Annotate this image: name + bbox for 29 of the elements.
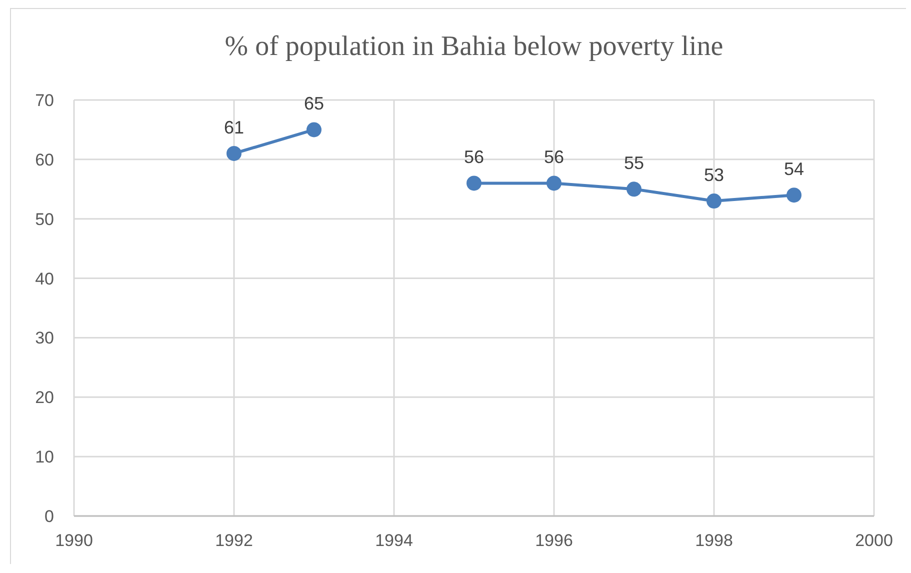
point <box>306 122 322 138</box>
data-label: 55 <box>624 153 644 174</box>
x-tick-label: 1990 <box>55 531 93 550</box>
y-tick-label: 60 <box>35 150 54 170</box>
x-tick-label: 1998 <box>695 531 733 550</box>
data-label: 65 <box>304 94 324 114</box>
x-tick-label: 1992 <box>215 531 253 550</box>
y-tick-label: 0 <box>44 507 54 526</box>
data-label: 56 <box>464 147 484 168</box>
point <box>626 182 642 197</box>
y-tick-label: 50 <box>35 210 54 229</box>
point <box>706 194 722 209</box>
y-tick-label: 10 <box>35 448 54 467</box>
y-tick-label: 70 <box>35 91 54 110</box>
x-tick-label: 1996 <box>535 531 573 550</box>
data-label: 53 <box>704 165 724 186</box>
y-tick-label: 30 <box>35 328 54 348</box>
x-tick-label: 1994 <box>375 531 413 550</box>
point <box>466 176 482 191</box>
data-label: 56 <box>544 147 564 168</box>
data-label: 61 <box>224 117 244 138</box>
y-tick-label: 40 <box>35 269 54 288</box>
x-tick-label: 2000 <box>855 531 893 550</box>
data-label: 54 <box>784 159 804 180</box>
point <box>226 146 242 161</box>
point <box>546 176 562 191</box>
chart-title: % of population in Bahia below poverty line <box>224 31 724 63</box>
y-tick-label: 20 <box>35 388 54 408</box>
point <box>786 188 802 203</box>
